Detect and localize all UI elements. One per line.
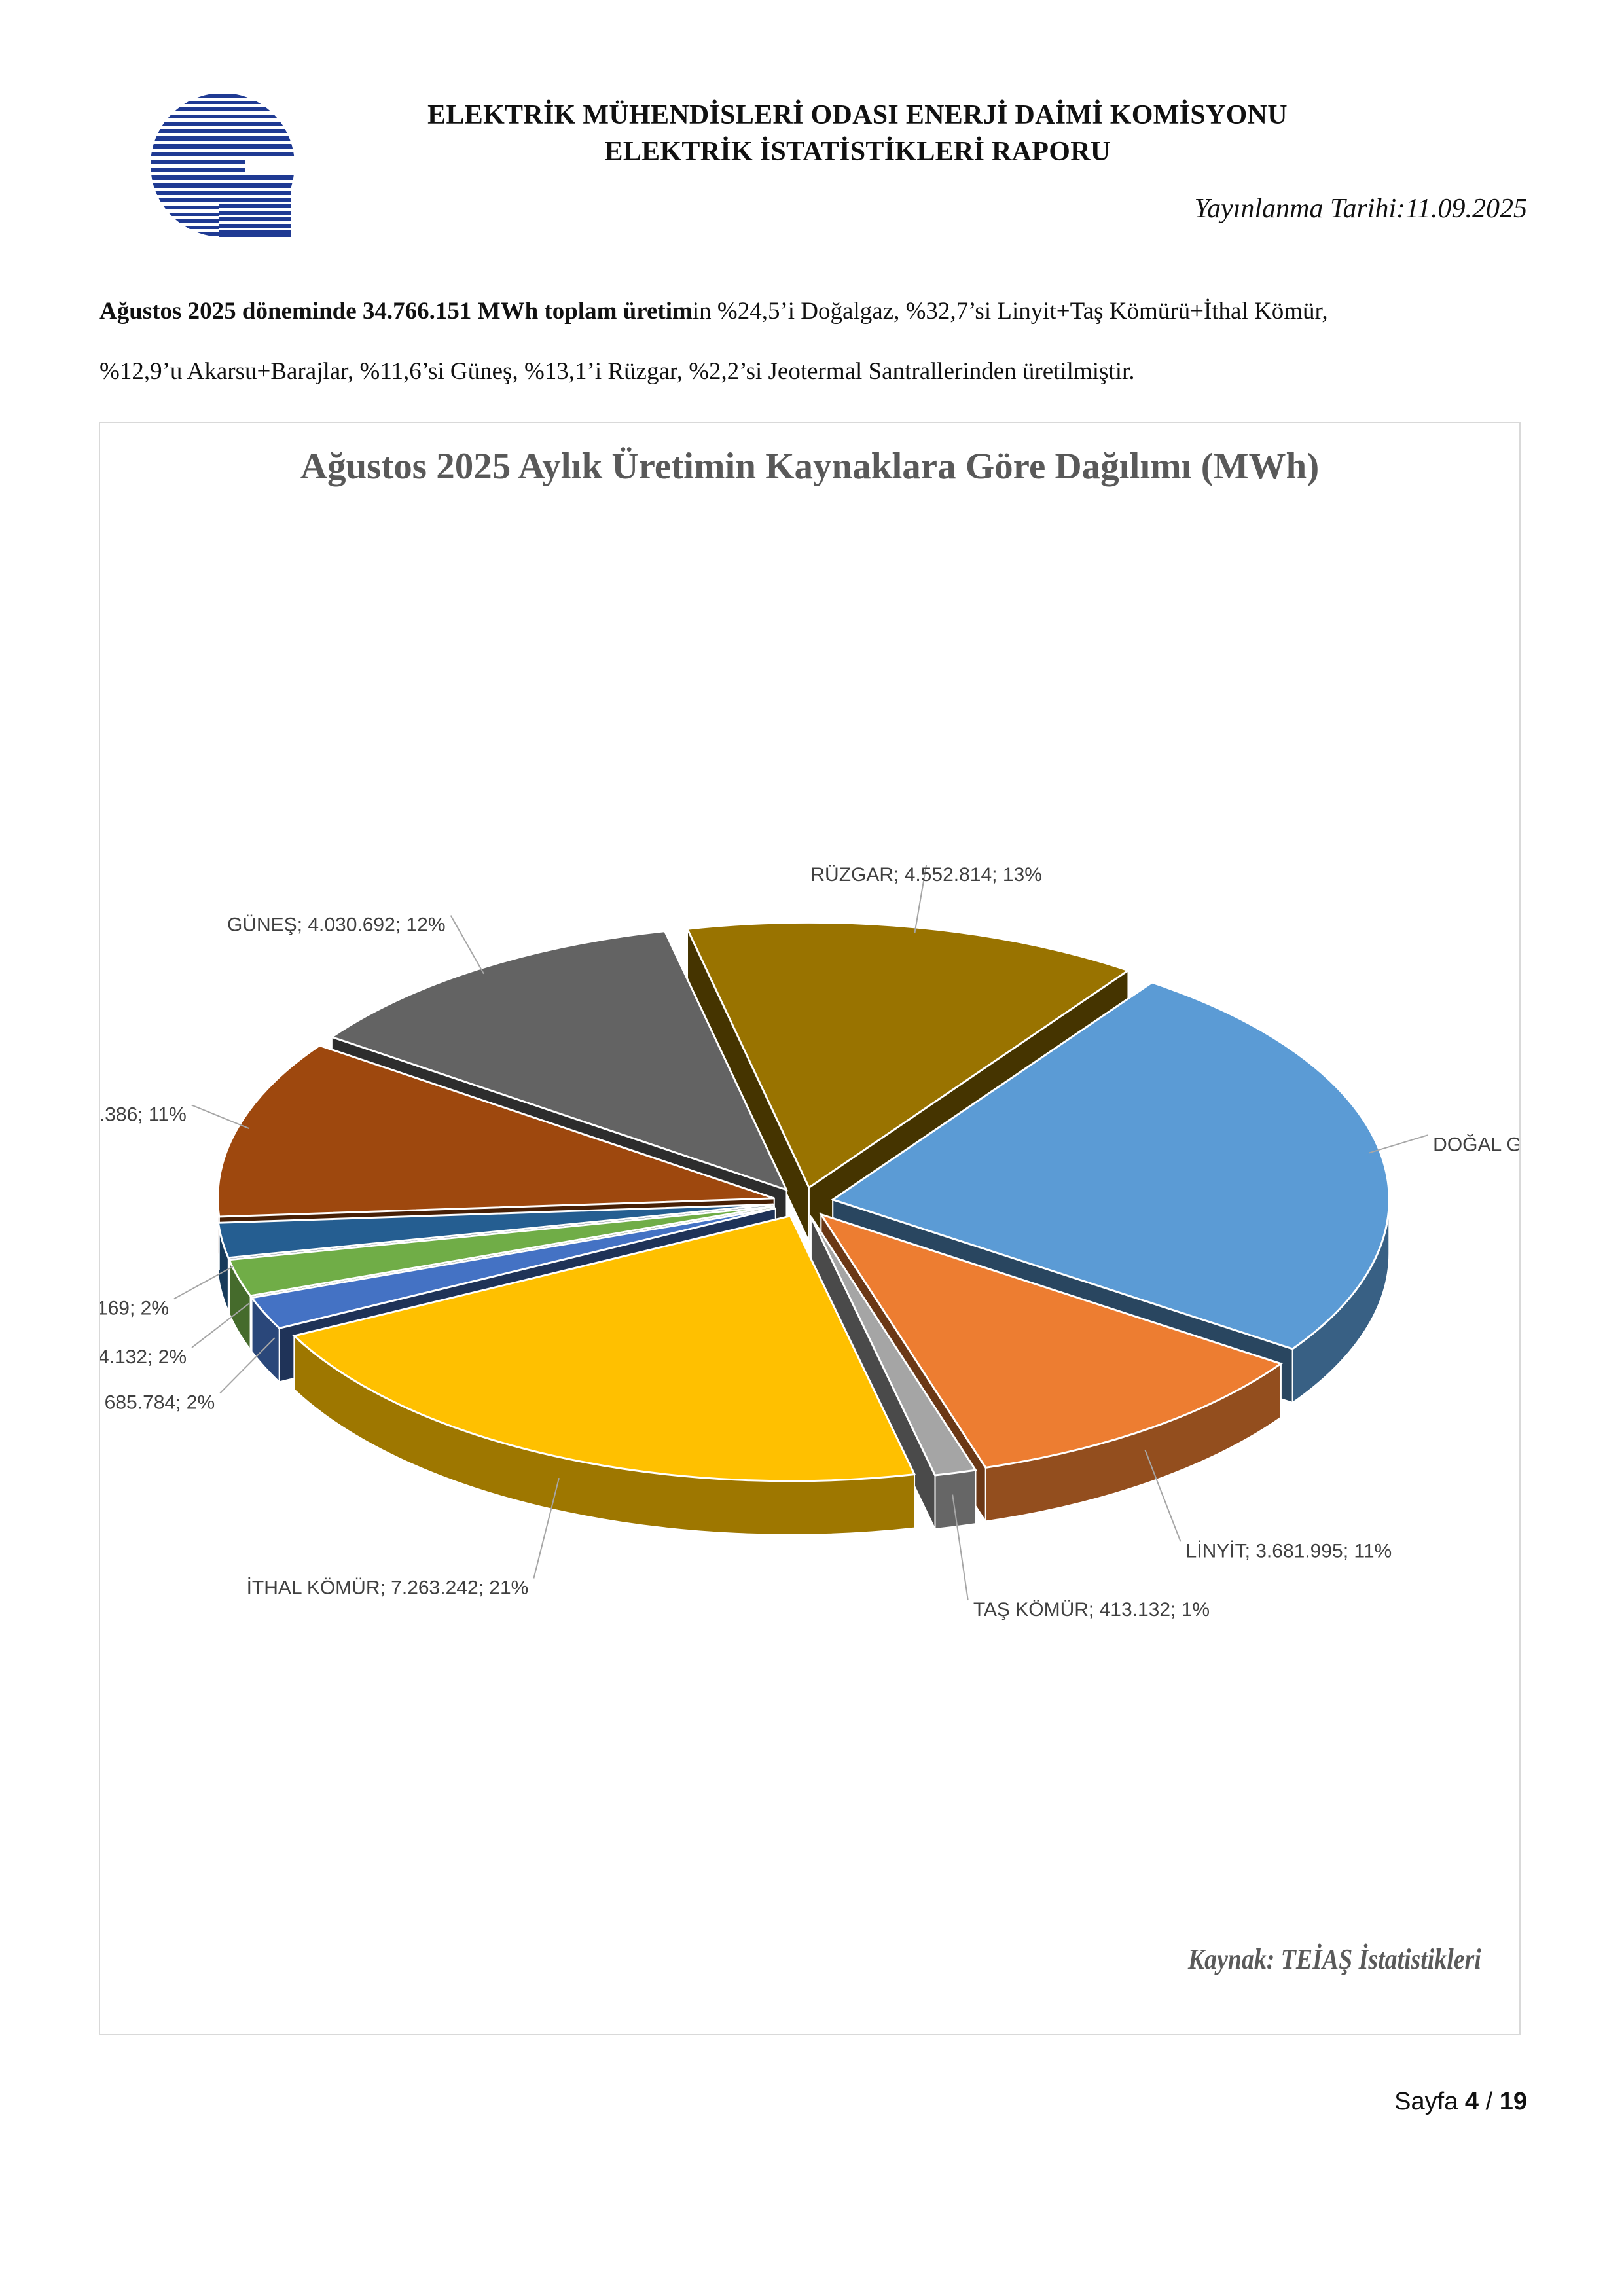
label-dogal-gaz: DOĞAL GAZ; 8.532.313; 25%	[1433, 1134, 1519, 1155]
publish-date: Yayınlanma Tarihi:11.09.2025	[1194, 194, 1527, 224]
pie-labels: DOĞAL GAZ; 8.532.313; 25% LİNYİT; 3.681.9…	[100, 864, 1519, 1621]
leader-ithal-komur	[533, 1477, 560, 1579]
slice-tas-komur	[810, 1216, 977, 1477]
label-ruzgar: RÜZGAR; 4.552.814; 13%	[810, 864, 1042, 886]
slice-ruzgar	[685, 921, 1130, 1189]
emo-logo	[151, 94, 295, 237]
summary-line2: %12,9’u Akarsu+Barajlar, %11,6’si Güneş,…	[99, 358, 1135, 385]
slice-gunes	[329, 930, 789, 1192]
label-linyit: LİNYİT; 3.681.995; 11%	[1186, 1540, 1392, 1562]
label-gunes: GÜNEŞ; 4.030.692; 12%	[227, 914, 446, 936]
leader-akarsu	[173, 1266, 234, 1300]
label-ithal-komur: İTHAL KÖMÜR; 7.263.242; 21%	[247, 1577, 529, 1599]
page-prefix: Sayfa	[1394, 2088, 1465, 2115]
tas-komur-rim	[934, 1469, 977, 1530]
label-akarsu: AKARSU; 729.169; 2%	[100, 1297, 169, 1319]
leader-jeotermal	[191, 1302, 250, 1348]
slice-biyokutle	[249, 1207, 776, 1329]
page-total: 19	[1499, 2088, 1527, 2115]
slice-linyit	[818, 1212, 1284, 1469]
page-current: 4	[1464, 2088, 1479, 2115]
page-sep: /	[1479, 2088, 1500, 2115]
label-barajli: BARAJLI; 3.745.386; 11%	[100, 1103, 187, 1125]
leader-barajli	[191, 1104, 249, 1129]
slice-dogal-gaz	[830, 981, 1390, 1350]
summary-paragraph: Ağustos 2025 döneminde 34.766.151 MWh to…	[99, 296, 1526, 387]
leader-tas-komur	[952, 1494, 969, 1601]
summary-bold: Ağustos 2025 döneminde 34.766.151 MWh to…	[99, 298, 693, 325]
slice-akarsu	[217, 1203, 774, 1259]
label-biyokutle: BİYOKÜTLE; 685.784; 2%	[100, 1392, 215, 1414]
pie-rims	[217, 1198, 1390, 1535]
slice-jeotermal	[227, 1205, 774, 1297]
chart-title: Ağustos 2025 Aylık Üretimin Kaynaklara G…	[300, 446, 1320, 487]
page-number: Sayfa 4 / 19	[1394, 2088, 1527, 2116]
leader-gunes	[450, 915, 484, 975]
leader-linyit	[1144, 1450, 1182, 1542]
slice-barajli	[217, 1044, 775, 1218]
pie-chart: DOĞAL GAZ; 8.532.313; 25% LİNYİT; 3.681.9…	[100, 864, 1519, 1621]
report-title: ELEKTRİK MÜHENDİSLERİ ODASI ENERJİ DAİMİ…	[427, 100, 1288, 167]
leader-biyokutle	[219, 1337, 276, 1394]
label-jeotermal: JEOTERMAL; 774.132; 2%	[100, 1346, 187, 1368]
summary-rest: in %24,5’i Doğalgaz, %32,7’si Linyit+Taş…	[692, 298, 1328, 325]
slice-ithal-komur	[292, 1215, 916, 1482]
chart-container: Ağustos 2025 Aylık Üretimin Kaynaklara G…	[99, 422, 1521, 2035]
label-tas-komur: TAŞ KÖMÜR; 413.132; 1%	[973, 1599, 1210, 1621]
leader-ruzgar	[914, 865, 928, 933]
pie-slices	[217, 921, 1390, 1482]
leader-dogal-gaz	[1369, 1134, 1428, 1154]
source-note: Kaynak: TEİAŞ İstatistikleri	[1188, 1943, 1481, 1975]
